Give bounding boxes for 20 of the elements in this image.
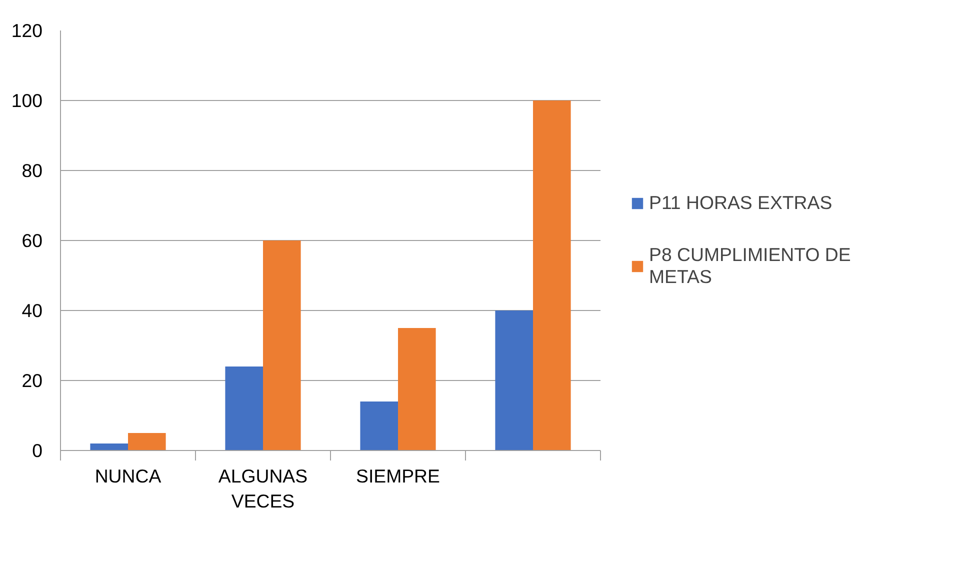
bar [495, 310, 533, 450]
y-tick-label: 0 [32, 440, 43, 461]
y-tick-label: 80 [22, 160, 43, 181]
bar [128, 433, 166, 450]
x-tick-label: SIEMPRE [356, 466, 440, 486]
legend-label: P11 HORAS EXTRAS [649, 192, 832, 214]
bar [360, 402, 398, 450]
y-tick-label: 60 [22, 230, 43, 251]
legend-label: P8 CUMPLIMIENTO DE METAS [649, 244, 851, 288]
bar [263, 240, 301, 450]
bar [225, 366, 263, 450]
bar [398, 328, 436, 450]
bar [90, 444, 128, 450]
x-tick-label: ALGUNAS VECES [218, 466, 308, 512]
y-tick-label: 40 [22, 300, 43, 321]
y-tick-label: 120 [11, 20, 43, 41]
bar [533, 100, 571, 450]
y-tick-label: 100 [11, 90, 43, 111]
y-tick-label: 20 [22, 370, 43, 391]
x-tick-label: NUNCA [94, 466, 162, 486]
